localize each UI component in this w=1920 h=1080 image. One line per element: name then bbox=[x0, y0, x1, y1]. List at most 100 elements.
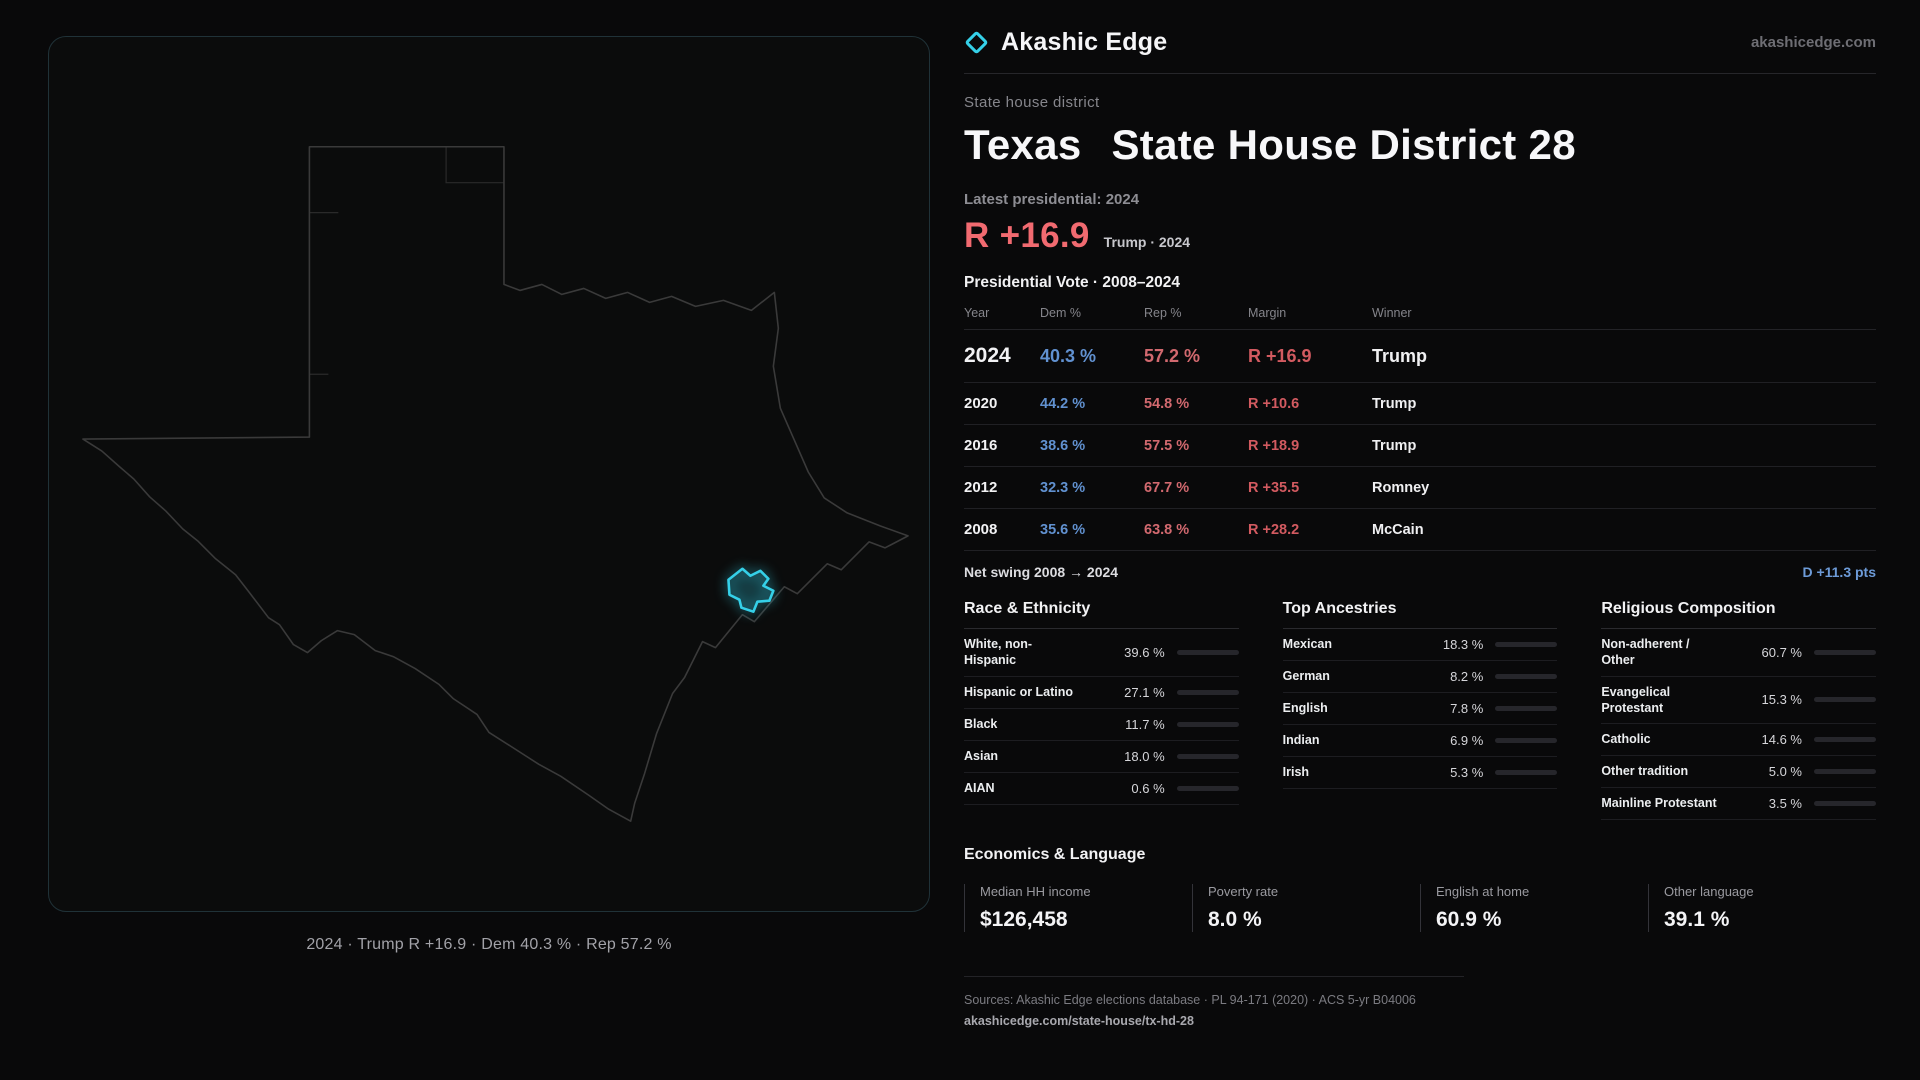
demo-label: Catholic bbox=[1601, 732, 1651, 747]
cell-rep: 63.8 % bbox=[1144, 522, 1190, 538]
stat-label: Other language bbox=[1664, 884, 1754, 899]
headline-margin-row: R +16.9 Trump · 2024 bbox=[964, 216, 1876, 256]
map-canvas bbox=[82, 145, 909, 823]
cell-year: 2020 bbox=[964, 395, 998, 412]
sources-text: Sources: Akashic Edge elections database… bbox=[964, 993, 1416, 1007]
stat-other-language: Other language 39.1 % bbox=[1648, 884, 1876, 932]
col-year: Year bbox=[964, 306, 990, 320]
report-column: Akashic Edge akashicedge.com State house… bbox=[964, 28, 1876, 1030]
demo-value: 7.8 % bbox=[1450, 701, 1484, 716]
economics-stats: Median HH income $126,458 Poverty rate 8… bbox=[964, 884, 1876, 932]
cell-rep: 67.7 % bbox=[1144, 480, 1190, 496]
demo-value: 5.0 % bbox=[1768, 764, 1802, 779]
cell-margin: R +16.9 bbox=[1248, 346, 1312, 366]
cell-winner: Romney bbox=[1372, 480, 1430, 496]
cell-winner: McCain bbox=[1372, 522, 1424, 538]
mini-bar bbox=[1495, 738, 1558, 743]
demo-row: White, non-Hispanic 39.6 % bbox=[964, 629, 1239, 677]
cell-year: 2024 bbox=[964, 344, 1011, 367]
demo-value: 5.3 % bbox=[1450, 765, 1484, 780]
demo-column-ancestries: Top Ancestries Mexican 18.3 % German 8.2… bbox=[1282, 600, 1558, 789]
demo-row: German 8.2 % bbox=[1282, 661, 1558, 693]
demo-label: White, non-Hispanic bbox=[964, 637, 1033, 668]
cell-dem: 35.6 % bbox=[1040, 522, 1086, 538]
footer-divider bbox=[964, 976, 1464, 977]
stat-value: 60.9 % bbox=[1436, 908, 1502, 931]
demo-value: 18.3 % bbox=[1442, 637, 1484, 652]
table-row: 2016 38.6 % 57.5 % R +18.9 Trump bbox=[964, 425, 1876, 467]
demo-value: 39.6 % bbox=[1124, 644, 1165, 660]
stat-value: 39.1 % bbox=[1664, 908, 1730, 931]
stat-label: Median HH income bbox=[980, 884, 1091, 899]
col-dem: Dem % bbox=[1040, 306, 1081, 320]
net-swing-label: Net swing 2008 → 2024 bbox=[964, 564, 1119, 580]
demo-column-race: Race & Ethnicity White, non-Hispanic 39.… bbox=[964, 600, 1239, 805]
demo-label: German bbox=[1282, 669, 1330, 684]
cell-dem: 38.6 % bbox=[1040, 438, 1086, 454]
mini-bar bbox=[1813, 769, 1876, 774]
headline-margin-context: Trump · 2024 bbox=[1103, 234, 1191, 250]
cell-rep: 54.8 % bbox=[1144, 396, 1190, 412]
demo-column-title: Top Ancestries bbox=[1282, 600, 1558, 629]
cell-winner: Trump bbox=[1372, 396, 1417, 412]
demo-label: Irish bbox=[1282, 765, 1310, 780]
demo-row: Catholic 14.6 % bbox=[1601, 724, 1876, 756]
mini-bar bbox=[1495, 674, 1558, 679]
demo-row: Irish 5.3 % bbox=[1282, 757, 1558, 789]
demographics-section: Race & Ethnicity White, non-Hispanic 39.… bbox=[964, 600, 1876, 820]
map-panel bbox=[48, 36, 930, 912]
map-caption: 2024 · Trump R +16.9 · Dem 40.3 % · Rep … bbox=[306, 936, 672, 953]
col-rep: Rep % bbox=[1144, 306, 1182, 320]
mini-bar bbox=[1176, 649, 1239, 655]
page-title-district: State House District 28 bbox=[1111, 121, 1576, 168]
demo-label: Mainline Protestant bbox=[1601, 796, 1717, 811]
permalink-link[interactable]: akashicedge.com/state-house/tx-hd-28 bbox=[964, 1014, 1194, 1028]
cell-winner: Trump bbox=[1372, 438, 1417, 454]
demo-row: Evangelical Protestant 15.3 % bbox=[1601, 677, 1876, 724]
demo-value: 14.6 % bbox=[1761, 732, 1802, 747]
cell-winner: Trump bbox=[1372, 346, 1428, 366]
demo-row: Other tradition 5.0 % bbox=[1601, 756, 1876, 788]
vote-table-title: Presidential Vote · 2008–2024 bbox=[964, 274, 1180, 291]
stat-value: $126,458 bbox=[980, 908, 1068, 931]
stat-median-income: Median HH income $126,458 bbox=[964, 884, 1192, 932]
stat-value: 8.0 % bbox=[1208, 908, 1262, 931]
cell-dem: 40.3 % bbox=[1040, 346, 1097, 366]
latest-presidential-label: Latest presidential: 2024 bbox=[964, 191, 1140, 208]
stat-poverty-rate: Poverty rate 8.0 % bbox=[1192, 884, 1420, 932]
demo-value: 3.5 % bbox=[1768, 796, 1802, 811]
cell-margin: R +10.6 bbox=[1248, 396, 1300, 412]
cell-margin: R +28.2 bbox=[1248, 522, 1300, 538]
demo-value: 0.6 % bbox=[1131, 780, 1165, 796]
demo-label: Evangelical Protestant bbox=[1601, 684, 1671, 715]
demo-label: Other tradition bbox=[1601, 764, 1689, 779]
cell-year: 2016 bbox=[964, 437, 998, 454]
table-row: 2008 35.6 % 63.8 % R +28.2 McCain bbox=[964, 509, 1876, 551]
mini-bar bbox=[1495, 770, 1558, 775]
basemap-detail-lines bbox=[309, 146, 504, 375]
demo-label: Asian bbox=[964, 748, 999, 763]
mini-bar bbox=[1495, 706, 1558, 711]
mini-bar bbox=[1813, 649, 1876, 655]
cell-rep: 57.5 % bbox=[1144, 438, 1190, 454]
district-highlight[interactable] bbox=[727, 567, 775, 613]
demo-row: Asian 18.0 % bbox=[964, 741, 1239, 773]
cell-year: 2008 bbox=[964, 521, 998, 538]
mini-bar bbox=[1813, 737, 1876, 742]
mini-bar bbox=[1813, 801, 1876, 806]
mini-bar bbox=[1176, 721, 1239, 727]
texas-state-outline bbox=[82, 145, 909, 823]
demo-label: AIAN bbox=[964, 780, 995, 795]
demo-column-title: Religious Composition bbox=[1601, 600, 1876, 629]
demo-row: Hispanic or Latino 27.1 % bbox=[964, 677, 1239, 709]
page-title: Texas State House District 28 bbox=[964, 121, 1876, 169]
mini-bar bbox=[1176, 753, 1239, 759]
brand-domain-link[interactable]: akashicedge.com bbox=[1750, 34, 1876, 51]
demo-value: 18.0 % bbox=[1124, 748, 1165, 764]
demo-label: Mexican bbox=[1282, 637, 1332, 652]
district-type-kicker: State house district bbox=[964, 94, 1100, 111]
demo-row: Mexican 18.3 % bbox=[1282, 629, 1558, 661]
demo-label: Hispanic or Latino bbox=[964, 684, 1074, 699]
mini-bar bbox=[1495, 642, 1558, 647]
net-swing-row: Net swing 2008 → 2024 D +11.3 pts bbox=[964, 551, 1876, 590]
